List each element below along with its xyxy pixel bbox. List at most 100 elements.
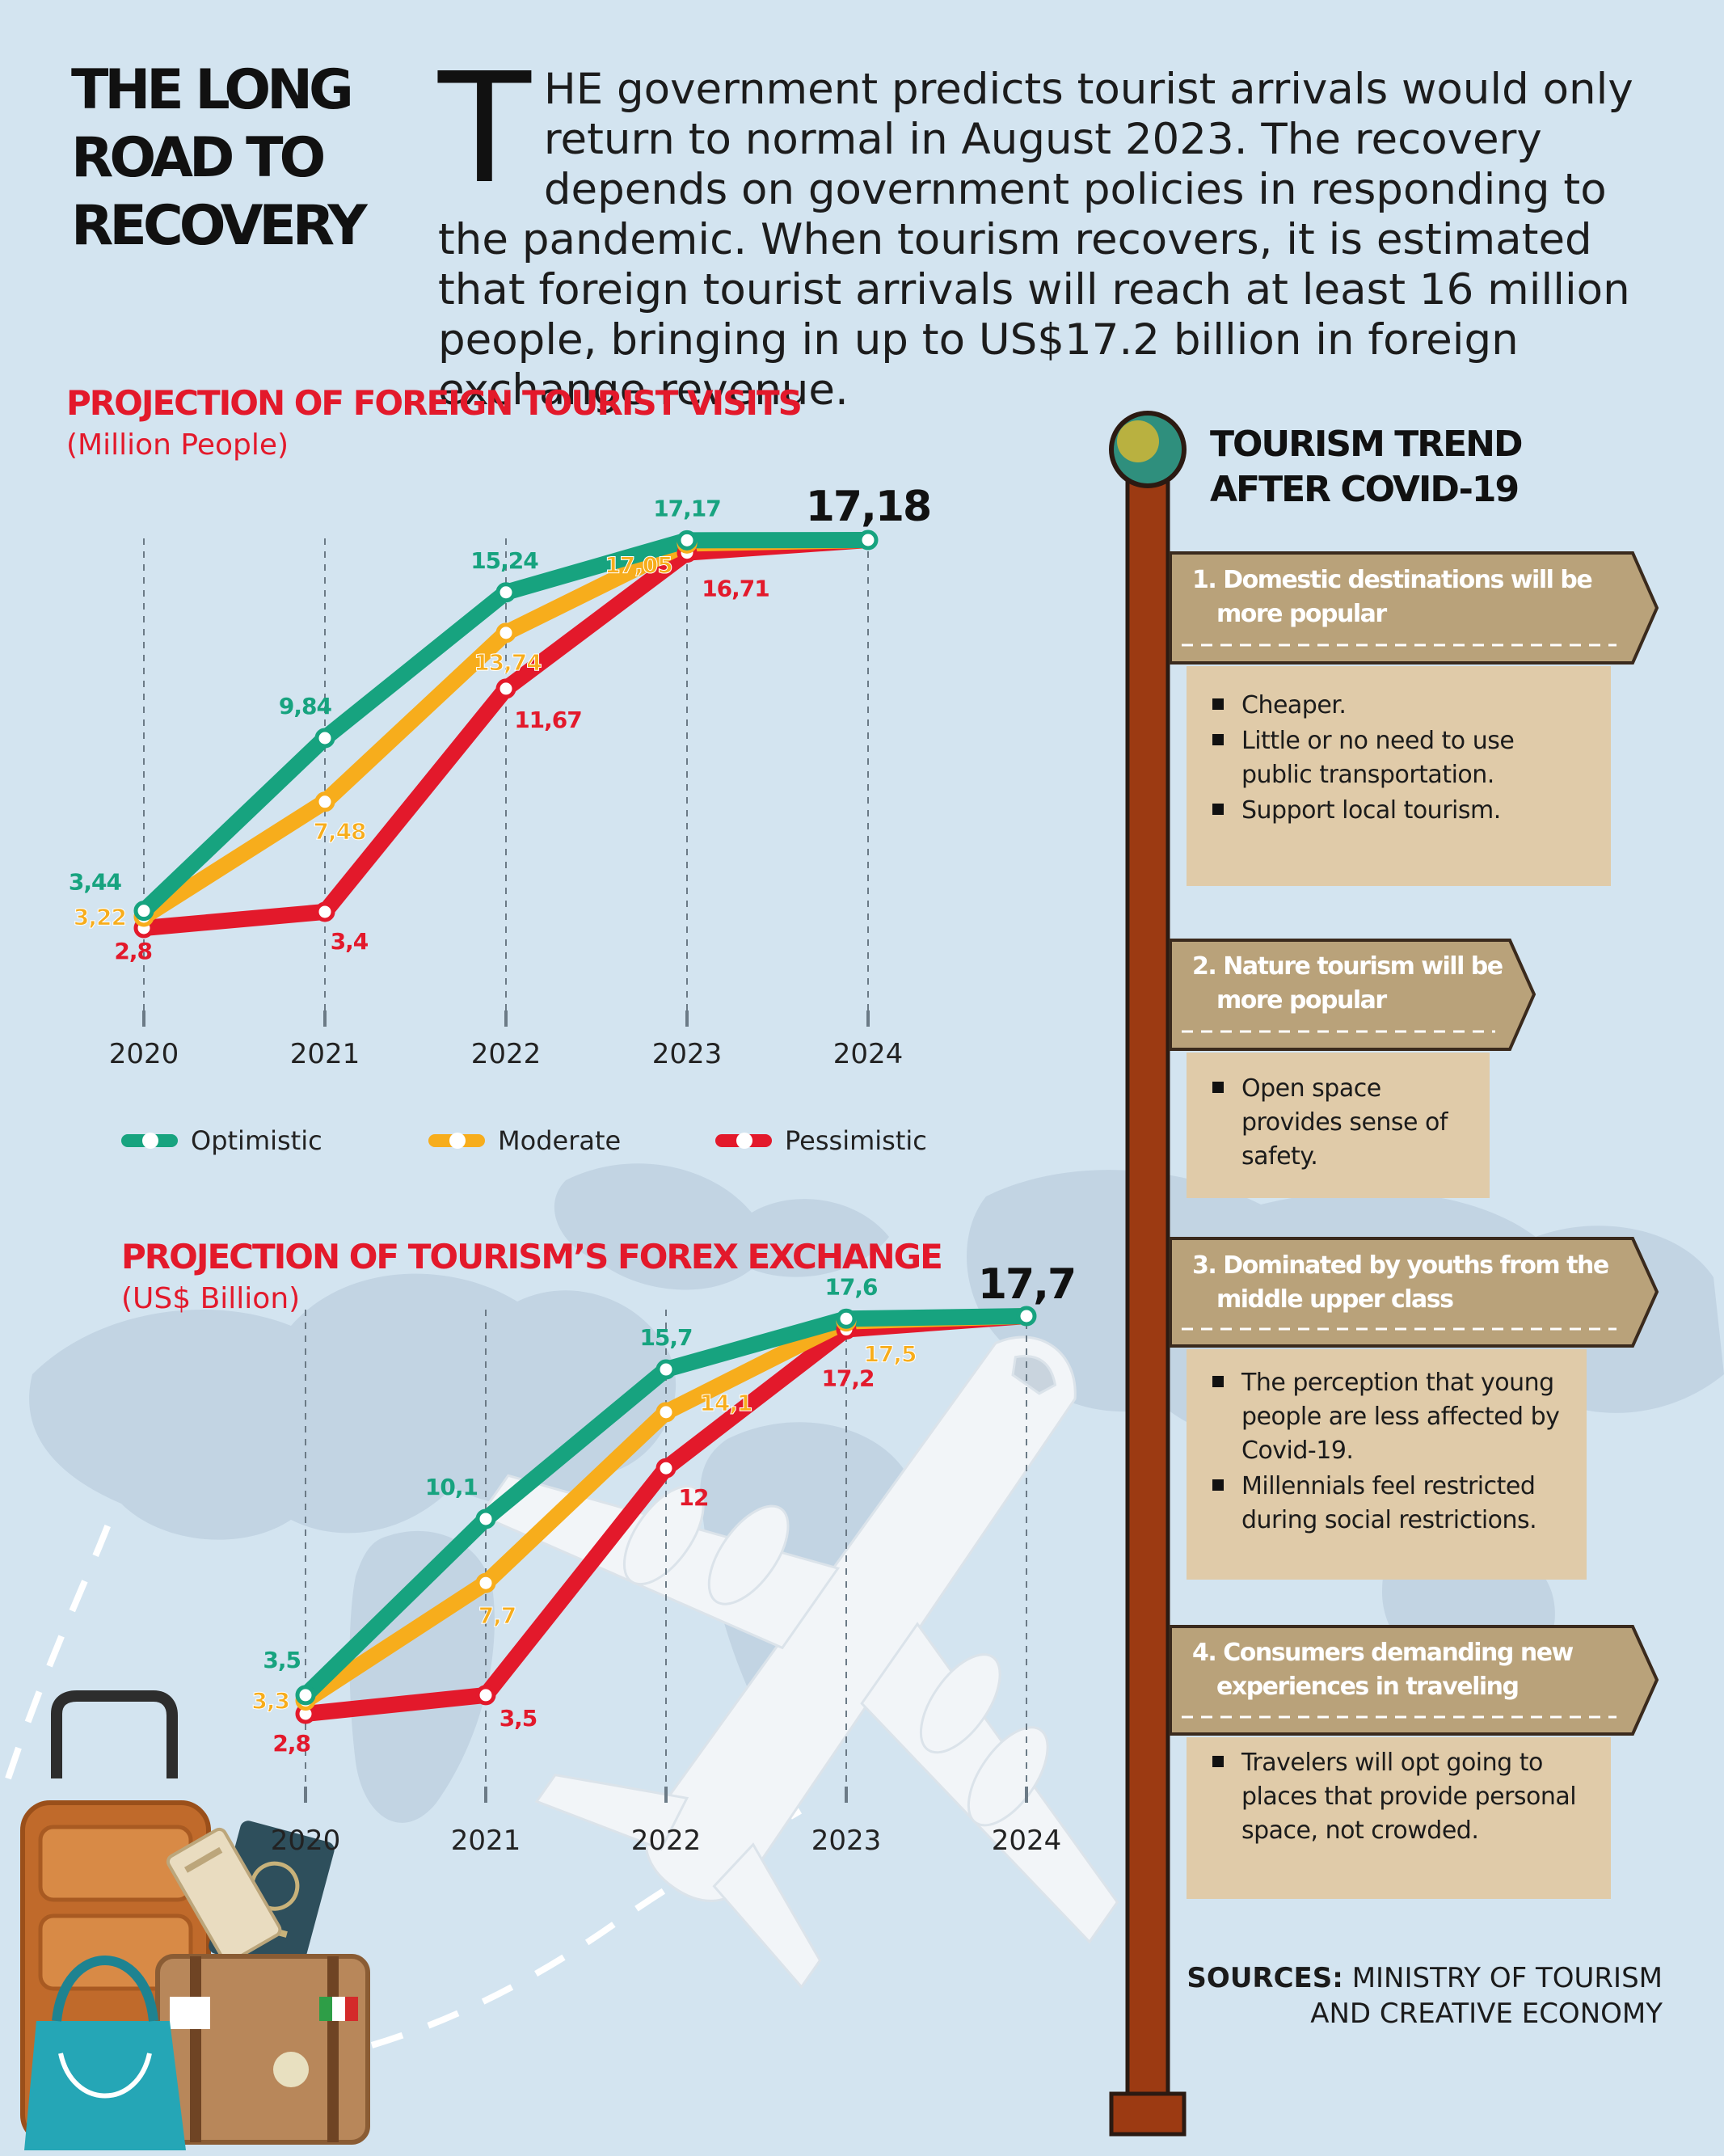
chart2-unit: (US$ Billion) [121, 1282, 301, 1315]
data-point-pessimistic [655, 1458, 677, 1479]
data-label-moderate: 7,7 [478, 1602, 516, 1629]
x-tick-label: 2023 [652, 1038, 723, 1070]
x-tick [304, 1787, 307, 1803]
trend-points-1: Cheaper. Little or no need to use public… [1209, 689, 1589, 829]
data-label-moderate: 14,1 [699, 1390, 752, 1416]
data-label-moderate: 3,22 [74, 904, 126, 930]
x-tick [142, 1010, 145, 1027]
data-point-moderate [495, 622, 516, 643]
x-tick-label: 2024 [992, 1825, 1062, 1857]
legend-item-moderate: Moderate [428, 1125, 621, 1156]
x-tick-label: 2021 [451, 1825, 521, 1857]
data-label-pessimistic: 2,8 [114, 938, 152, 964]
sources-note: SOURCES: MINISTRY OF TOURISM AND CREATIV… [1187, 1960, 1663, 2032]
data-label-pessimistic: 3,4 [331, 928, 369, 955]
list-item: Millennials feel restricted during socia… [1209, 1470, 1573, 1538]
heading-line: 1. Domestic destinations will be [1192, 566, 1593, 594]
intro-paragraph: T HE government predicts tourist arrivals… [438, 40, 1667, 416]
trend-heading-2: 2. Nature tourism will be more popular [1192, 950, 1503, 1018]
list-item: Little or no need to use public transpor… [1209, 724, 1589, 792]
data-label-optimistic: 17,7 [978, 1260, 1075, 1309]
data-point-moderate [314, 791, 335, 812]
title-line: RECOVERY [71, 194, 368, 258]
title-line: THE LONG [71, 58, 354, 122]
legend-label: Optimistic [191, 1125, 322, 1156]
sources-label: SOURCES: [1187, 1962, 1343, 1994]
intro-text: HE government predicts tourist arrivals … [438, 65, 1633, 415]
data-point-optimistic [858, 530, 879, 551]
trend-points-3: The perception that young people are les… [1209, 1366, 1573, 1539]
x-tick [664, 1787, 668, 1803]
airplane-illustration [478, 1335, 1119, 1989]
data-label-optimistic: 17,18 [806, 483, 930, 531]
x-tick-label: 2020 [271, 1825, 341, 1857]
data-point-optimistic [133, 901, 154, 922]
x-tick [504, 1010, 508, 1027]
data-label-pessimistic: 17,2 [821, 1365, 874, 1392]
trend-points-4: Travelers will opt going to places that … [1209, 1746, 1581, 1850]
heading-line: 4. Consumers demanding new [1192, 1639, 1574, 1667]
data-label-moderate: 13,74 [474, 649, 542, 676]
trend-heading-1: 1. Domestic destinations will be more po… [1192, 563, 1593, 631]
heading-line: more popular [1216, 986, 1387, 1015]
x-tick [866, 1010, 870, 1027]
data-point-optimistic [475, 1508, 496, 1529]
list-item: Open space provides sense of safety. [1209, 1072, 1476, 1174]
trend-title-line: TOURISM TREND [1210, 424, 1523, 465]
data-point-pessimistic [314, 901, 335, 922]
x-tick-label: 2020 [109, 1038, 179, 1070]
intro-dropcap: T [438, 40, 531, 217]
legend-item-optimistic: Optimistic [121, 1125, 322, 1156]
x-tick-label: 2024 [833, 1038, 904, 1070]
legend-swatch-optimistic [121, 1133, 178, 1149]
data-label-optimistic: 10,1 [425, 1474, 478, 1500]
trend-points-2: Open space provides sense of safety. [1209, 1072, 1476, 1175]
data-point-optimistic [677, 530, 698, 551]
data-label-optimistic: 17,17 [653, 495, 721, 521]
data-point-optimistic [836, 1308, 857, 1329]
x-tick-label: 2021 [290, 1038, 360, 1070]
list-item: Support local tourism. [1209, 794, 1589, 828]
x-tick-label: 2022 [631, 1825, 702, 1857]
data-label-moderate: 17,05 [605, 551, 672, 578]
legend-swatch-pessimistic [715, 1133, 772, 1149]
timeline-pole [1109, 411, 1187, 2137]
trend-banners [1169, 551, 1659, 1899]
x-tick [845, 1787, 848, 1803]
data-point-pessimistic [475, 1685, 496, 1706]
luggage-illustration [20, 1690, 370, 2150]
data-label-pessimistic: 12 [679, 1484, 709, 1511]
trend-title-line: AFTER COVID-19 [1210, 469, 1520, 510]
legend-label: Moderate [498, 1125, 622, 1156]
legend-item-pessimistic: Pessimistic [715, 1125, 927, 1156]
trend-heading-3: 3. Dominated by youths from the middle u… [1192, 1249, 1609, 1317]
legend-label: Pessimistic [785, 1125, 927, 1156]
chart2-title: PROJECTION OF TOURISM’S FOREX EXCHANGE [121, 1237, 943, 1276]
data-point-moderate [655, 1402, 677, 1423]
x-tick [484, 1787, 487, 1803]
data-label-optimistic: 9,84 [279, 693, 332, 719]
page-title: THE LONG ROAD TO RECOVERY [71, 57, 368, 260]
heading-line: middle upper class [1216, 1285, 1454, 1314]
sources-line: AND CREATIVE ECONOMY [1310, 1998, 1663, 2030]
x-tick-label: 2022 [471, 1038, 542, 1070]
data-label-optimistic: 3,5 [263, 1647, 301, 1673]
data-point-optimistic [314, 728, 335, 749]
heading-line: 3. Dominated by youths from the [1192, 1251, 1609, 1280]
data-label-moderate: 17,5 [863, 1341, 916, 1368]
title-line: ROAD TO [71, 126, 326, 190]
x-tick-label: 2023 [811, 1825, 882, 1857]
data-label-optimistic: 15,24 [470, 547, 538, 574]
data-point-optimistic [1016, 1306, 1037, 1327]
list-item: Travelers will opt going to places that … [1209, 1746, 1581, 1848]
data-point-optimistic [295, 1685, 316, 1706]
data-label-pessimistic: 2,8 [272, 1730, 310, 1757]
heading-line: more popular [1216, 600, 1387, 628]
chart1-title: PROJECTION OF FOREIGN TOURIST VISITS [66, 383, 803, 423]
legend-swatch-moderate [428, 1133, 485, 1149]
x-tick [1025, 1787, 1028, 1803]
heading-line: experiences in traveling [1216, 1673, 1520, 1701]
